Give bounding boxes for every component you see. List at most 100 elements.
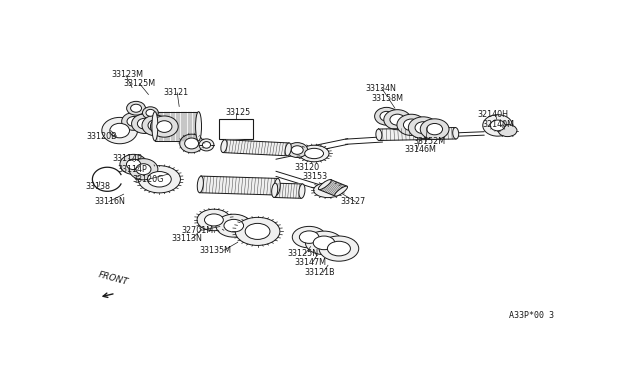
Text: 33138: 33138 [85, 182, 110, 191]
Ellipse shape [122, 112, 145, 130]
Text: 33125M: 33125M [124, 79, 156, 88]
Text: 32701M: 32701M [182, 226, 214, 235]
Ellipse shape [202, 142, 211, 148]
Text: 32140M: 32140M [483, 121, 515, 129]
Text: A33P*00 3: A33P*00 3 [509, 311, 554, 320]
Ellipse shape [142, 115, 169, 136]
Ellipse shape [138, 166, 180, 193]
Ellipse shape [271, 183, 278, 198]
Ellipse shape [185, 138, 198, 149]
Ellipse shape [490, 120, 505, 131]
Ellipse shape [374, 108, 399, 125]
Ellipse shape [205, 214, 223, 226]
Text: 33121: 33121 [163, 88, 188, 97]
Ellipse shape [319, 236, 359, 261]
Text: 33120B: 33120B [86, 132, 116, 141]
Ellipse shape [221, 140, 227, 153]
Ellipse shape [380, 111, 393, 121]
Ellipse shape [197, 209, 231, 231]
Text: 33120G: 33120G [132, 175, 163, 184]
Ellipse shape [299, 184, 305, 198]
Ellipse shape [274, 179, 280, 195]
Text: 33116N: 33116N [95, 197, 125, 206]
Text: 33147M: 33147M [294, 259, 326, 267]
Text: 33158M: 33158M [372, 94, 404, 103]
Ellipse shape [152, 112, 158, 141]
Ellipse shape [138, 118, 152, 129]
Polygon shape [378, 128, 456, 141]
Text: 33113N: 33113N [172, 234, 203, 243]
Ellipse shape [127, 159, 141, 170]
Text: 33114P: 33114P [112, 154, 142, 163]
Ellipse shape [328, 241, 351, 256]
Text: 33134N: 33134N [365, 84, 396, 93]
Ellipse shape [408, 117, 438, 139]
Ellipse shape [132, 114, 157, 134]
Ellipse shape [452, 128, 459, 139]
Ellipse shape [291, 146, 303, 154]
Ellipse shape [483, 115, 513, 136]
Text: 33125: 33125 [226, 108, 251, 117]
Ellipse shape [397, 114, 426, 135]
Ellipse shape [127, 101, 145, 115]
Text: 33123M: 33123M [111, 70, 143, 79]
Ellipse shape [305, 148, 324, 158]
Ellipse shape [300, 145, 329, 162]
Text: 33152M: 33152M [413, 137, 445, 146]
Ellipse shape [292, 227, 326, 248]
Text: 32140H: 32140H [478, 110, 509, 119]
Ellipse shape [127, 116, 140, 126]
Ellipse shape [199, 139, 214, 151]
Ellipse shape [224, 219, 244, 232]
Text: 33114P: 33114P [117, 165, 147, 174]
Text: 33127: 33127 [340, 197, 365, 206]
Ellipse shape [131, 104, 141, 112]
Ellipse shape [180, 134, 204, 153]
Ellipse shape [120, 154, 147, 174]
Ellipse shape [384, 110, 411, 130]
Ellipse shape [216, 214, 252, 237]
Text: 33135M: 33135M [199, 246, 231, 255]
Ellipse shape [146, 109, 155, 116]
Ellipse shape [427, 124, 442, 135]
Polygon shape [155, 112, 198, 141]
Ellipse shape [287, 142, 308, 157]
Text: 33120: 33120 [294, 163, 319, 172]
Polygon shape [319, 180, 347, 196]
Ellipse shape [313, 236, 335, 250]
Ellipse shape [236, 217, 280, 246]
Ellipse shape [102, 118, 138, 144]
Ellipse shape [415, 122, 431, 134]
Ellipse shape [157, 121, 172, 132]
Bar [219, 119, 253, 139]
Ellipse shape [136, 164, 151, 175]
Polygon shape [223, 140, 289, 156]
Ellipse shape [376, 129, 382, 141]
Ellipse shape [196, 112, 202, 141]
Ellipse shape [498, 125, 517, 137]
Ellipse shape [143, 107, 158, 119]
Text: 33125N: 33125N [287, 249, 319, 258]
Text: 33121B: 33121B [304, 268, 335, 277]
Ellipse shape [318, 180, 332, 190]
Ellipse shape [390, 114, 405, 125]
Ellipse shape [314, 183, 342, 198]
Text: FRONT: FRONT [98, 270, 130, 287]
Ellipse shape [110, 124, 129, 138]
Ellipse shape [403, 119, 419, 131]
Polygon shape [274, 183, 303, 198]
Polygon shape [200, 176, 278, 195]
Ellipse shape [150, 116, 178, 137]
Text: 33146M: 33146M [405, 145, 436, 154]
Ellipse shape [285, 143, 291, 156]
Ellipse shape [147, 171, 172, 187]
Ellipse shape [300, 231, 319, 243]
Ellipse shape [129, 158, 158, 180]
Ellipse shape [420, 119, 449, 140]
Ellipse shape [148, 120, 163, 131]
Ellipse shape [335, 186, 348, 196]
Ellipse shape [197, 176, 204, 193]
Ellipse shape [305, 231, 342, 254]
Ellipse shape [245, 223, 270, 240]
Text: 33153: 33153 [302, 172, 327, 181]
